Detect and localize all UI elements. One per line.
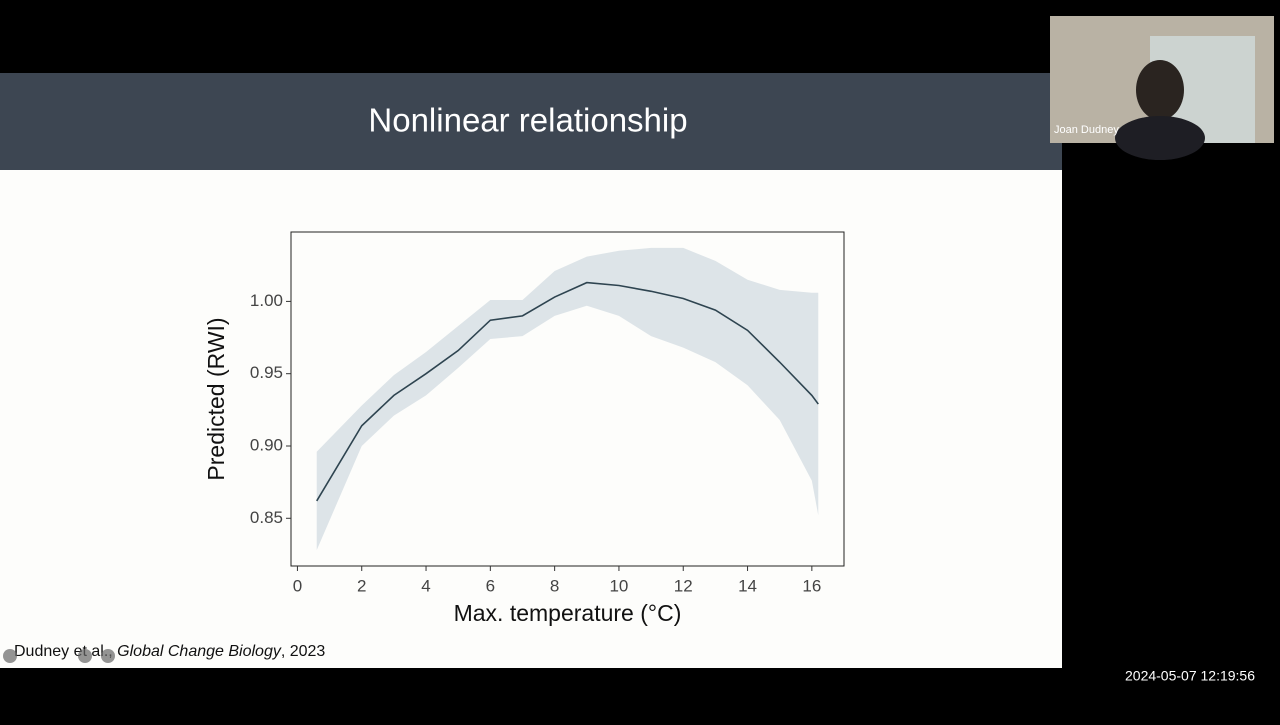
x-tick-label: 6 [486,576,495,595]
x-tick-label: 0 [293,576,302,595]
slide [0,73,1062,668]
confidence-band [316,247,819,551]
y-axis-label: Predicted (RWI) [203,317,229,480]
video-person [1136,60,1184,120]
x-tick-label: 4 [421,576,430,595]
citation-year: , 2023 [281,643,326,660]
fit-line [316,281,819,502]
y-tick-label: 0.90 [250,435,283,454]
x-tick-label: 12 [674,576,693,595]
y-tick-label: 1.00 [250,291,283,310]
nav-next[interactable] [101,649,115,663]
nav-prev[interactable] [3,649,17,663]
participant-name: Joan Dudney [1054,124,1119,136]
slide-header [0,73,1062,170]
x-tick-label: 10 [609,576,628,595]
video-person-body [1115,116,1205,160]
y-tick-label: 0.85 [250,508,283,527]
x-tick-label: 2 [357,576,366,595]
citation-journal: Global Change Biology [117,643,282,660]
x-tick-label: 16 [802,576,821,595]
citation: Dudney et al., Global Change Biology, 20… [14,643,325,660]
x-axis-label: Max. temperature (°C) [454,600,682,626]
y-tick-label: 0.95 [250,363,283,382]
timestamp: 2024-05-07 12:19:56 [1125,668,1255,684]
plot-frame [290,231,845,567]
nav-menu[interactable] [78,649,92,663]
x-tick-label: 8 [550,576,559,595]
slide-nav [3,649,115,663]
x-tick-label: 14 [738,576,757,595]
slide-title: Nonlinear relationship [368,102,687,139]
